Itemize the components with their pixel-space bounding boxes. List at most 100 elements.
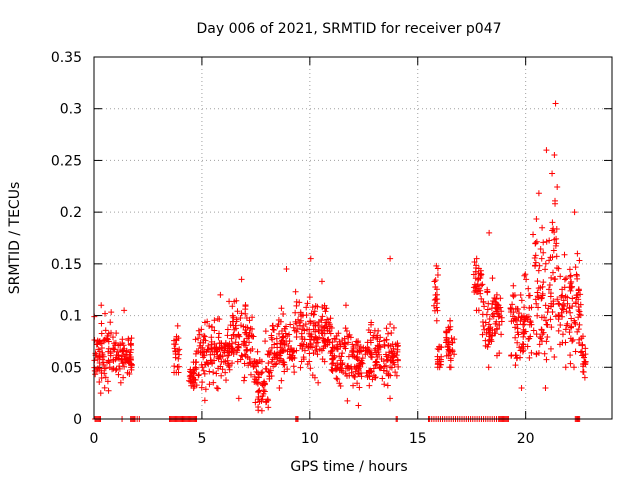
data-point (258, 407, 265, 414)
data-point (200, 354, 207, 361)
data-point (350, 345, 357, 352)
data-point (524, 343, 531, 350)
data-point (540, 239, 547, 246)
data-point (392, 369, 399, 376)
data-point (254, 348, 261, 355)
data-point (510, 293, 517, 300)
data-point (367, 339, 374, 346)
data-point (540, 249, 547, 256)
data-point (311, 374, 318, 381)
data-point (298, 333, 305, 340)
y-tick-label: 0.15 (51, 257, 82, 273)
data-point (193, 365, 200, 372)
data-point (336, 380, 343, 387)
data-point (484, 288, 491, 295)
data-point (373, 358, 380, 365)
data-point (562, 364, 569, 371)
data-point (209, 360, 216, 367)
data-point (436, 364, 443, 371)
data-point (554, 264, 561, 271)
data-point (229, 346, 236, 353)
data-point (118, 357, 125, 364)
data-point (110, 346, 117, 353)
data-point (385, 342, 392, 349)
data-point (112, 356, 119, 363)
data-point (251, 373, 258, 380)
data-point (559, 286, 566, 293)
data-point (281, 368, 288, 375)
data-point (281, 347, 288, 354)
data-point (517, 291, 524, 298)
data-point (328, 324, 335, 331)
data-point (551, 152, 558, 159)
data-point (282, 330, 289, 337)
data-point (202, 337, 209, 344)
data-point (210, 379, 217, 386)
data-point (100, 337, 107, 344)
data-point (284, 348, 291, 355)
data-point (557, 321, 564, 328)
data-point (342, 345, 349, 352)
data-point (579, 341, 586, 348)
data-point (199, 364, 206, 371)
data-point (344, 397, 351, 404)
data-point (306, 294, 313, 301)
data-point (537, 245, 544, 252)
x-axis: 0 5 10 15 20 (90, 57, 535, 447)
data-point (514, 339, 521, 346)
data-point (537, 335, 544, 342)
data-point (433, 295, 440, 302)
data-point (190, 384, 197, 391)
data-point (536, 262, 543, 269)
data-point (558, 292, 565, 299)
data-point (526, 321, 533, 328)
data-point (256, 398, 263, 405)
data-point (520, 341, 527, 348)
data-point (270, 326, 277, 333)
data-point (563, 322, 570, 329)
data-point (226, 298, 233, 305)
data-point (525, 313, 532, 320)
data-point (381, 337, 388, 344)
data-point (547, 345, 554, 352)
data-point (533, 216, 540, 223)
data-point (480, 323, 487, 330)
data-point (535, 294, 542, 301)
data-point (388, 349, 395, 356)
data-point (213, 384, 220, 391)
data-point (128, 361, 135, 368)
data-point (538, 314, 545, 321)
data-point (242, 342, 249, 349)
data-point (292, 309, 299, 316)
data-point (385, 352, 392, 359)
data-point (214, 353, 221, 360)
data-point (113, 366, 120, 373)
data-point (255, 403, 262, 410)
data-point (316, 326, 323, 333)
data-point (489, 275, 496, 282)
data-point (227, 322, 234, 329)
data-point (431, 307, 438, 314)
data-point (574, 328, 581, 335)
data-point (211, 346, 218, 353)
data-point (549, 308, 556, 315)
data-point (561, 276, 568, 283)
data-point (240, 323, 247, 330)
data-point (321, 324, 328, 331)
data-point (298, 340, 305, 347)
data-point (551, 236, 558, 243)
data-point (195, 327, 202, 334)
data-point (201, 348, 208, 355)
data-point (509, 292, 516, 299)
data-point (111, 340, 118, 347)
data-point (373, 351, 380, 358)
data-point (449, 346, 456, 353)
data-point (107, 348, 114, 355)
data-point (242, 326, 249, 333)
data-point (97, 390, 104, 397)
data-point (382, 351, 389, 358)
data-point (280, 358, 287, 365)
data-point (387, 343, 394, 350)
data-point (492, 299, 499, 306)
data-point (192, 364, 199, 371)
